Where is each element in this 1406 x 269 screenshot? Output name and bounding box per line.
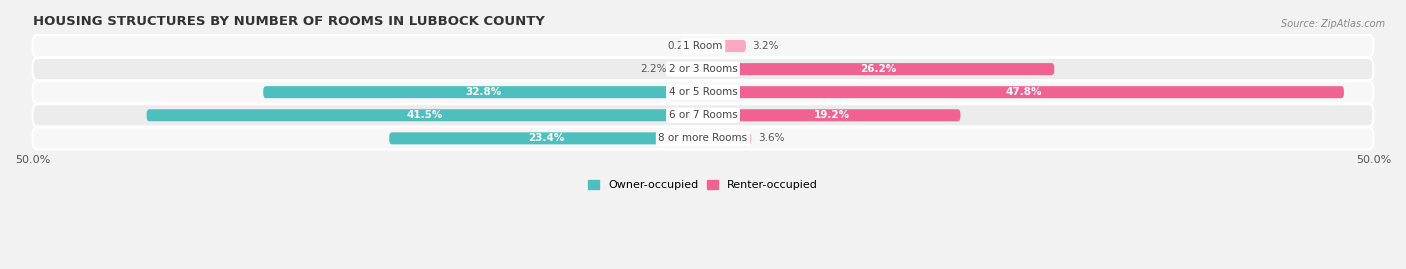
Text: 3.2%: 3.2% — [752, 41, 779, 51]
Text: HOUSING STRUCTURES BY NUMBER OF ROOMS IN LUBBOCK COUNTY: HOUSING STRUCTURES BY NUMBER OF ROOMS IN… — [32, 15, 544, 28]
Text: 3.6%: 3.6% — [758, 133, 785, 143]
Text: 8 or more Rooms: 8 or more Rooms — [658, 133, 748, 143]
Text: 1 Room: 1 Room — [683, 41, 723, 51]
Text: 6 or 7 Rooms: 6 or 7 Rooms — [669, 110, 737, 120]
Text: 4 or 5 Rooms: 4 or 5 Rooms — [669, 87, 737, 97]
Text: 41.5%: 41.5% — [406, 110, 443, 120]
FancyBboxPatch shape — [32, 35, 1374, 57]
FancyBboxPatch shape — [703, 40, 747, 52]
FancyBboxPatch shape — [32, 104, 1374, 126]
FancyBboxPatch shape — [32, 81, 1374, 103]
FancyBboxPatch shape — [673, 63, 703, 75]
FancyBboxPatch shape — [263, 86, 703, 98]
Text: 32.8%: 32.8% — [465, 87, 502, 97]
FancyBboxPatch shape — [146, 109, 703, 121]
FancyBboxPatch shape — [703, 63, 1054, 75]
Text: 47.8%: 47.8% — [1005, 87, 1042, 97]
Text: 23.4%: 23.4% — [527, 133, 564, 143]
Text: Source: ZipAtlas.com: Source: ZipAtlas.com — [1281, 19, 1385, 29]
Text: 2.2%: 2.2% — [640, 64, 666, 74]
FancyBboxPatch shape — [703, 109, 960, 121]
Text: 2 or 3 Rooms: 2 or 3 Rooms — [669, 64, 737, 74]
FancyBboxPatch shape — [703, 86, 1344, 98]
FancyBboxPatch shape — [703, 132, 751, 144]
Legend: Owner-occupied, Renter-occupied: Owner-occupied, Renter-occupied — [583, 176, 823, 195]
FancyBboxPatch shape — [389, 132, 703, 144]
Text: 0.2%: 0.2% — [668, 41, 693, 51]
FancyBboxPatch shape — [32, 127, 1374, 149]
Text: 26.2%: 26.2% — [860, 64, 897, 74]
FancyBboxPatch shape — [32, 58, 1374, 80]
Text: 19.2%: 19.2% — [814, 110, 849, 120]
FancyBboxPatch shape — [700, 40, 703, 52]
